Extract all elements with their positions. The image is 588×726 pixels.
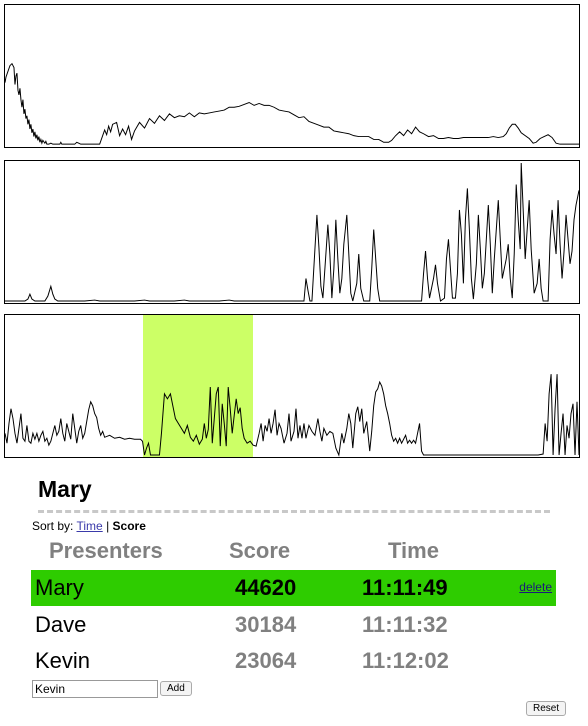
audio-graph-3[interactable] [4, 314, 580, 458]
graph-1-line [5, 62, 579, 145]
column-header-presenters: Presenters [49, 538, 163, 563]
table-row[interactable]: Kevin 23064 11:12:02 [31, 643, 556, 679]
sort-separator: | [106, 519, 110, 533]
graph-2-line [5, 162, 579, 302]
presenter-time: 11:11:49 [362, 575, 448, 600]
sort-controls: Sort by: Time | Score [32, 519, 146, 533]
column-header-score: Score [229, 538, 291, 563]
dashed-divider [38, 510, 550, 513]
presenter-score: 44620 [235, 575, 297, 600]
presenter-name: Dave [35, 612, 87, 637]
page-title: Mary [38, 476, 92, 502]
delete-link[interactable]: delete [519, 580, 552, 594]
presenter-name-input[interactable] [32, 680, 158, 698]
table-row[interactable]: Mary 44620 11:11:49 delete [31, 570, 556, 606]
presenter-score: 23064 [235, 648, 297, 673]
add-button[interactable]: Add [160, 681, 192, 696]
graph-1-plot [5, 62, 579, 145]
audio-graph-2[interactable] [4, 160, 580, 304]
sort-by-time-link[interactable]: Time [76, 519, 103, 533]
presenter-time: 11:12:02 [362, 648, 449, 673]
audio-graph-1[interactable] [4, 4, 580, 148]
table-row[interactable]: Dave 30184 11:11:32 [31, 607, 556, 643]
graph-2-plot [5, 162, 579, 302]
reset-button[interactable]: Reset [526, 701, 567, 716]
presenter-name: Mary [35, 575, 84, 600]
column-header-time: Time [388, 538, 439, 563]
graph-3-line [5, 374, 579, 457]
sort-by-score-current: Score [112, 519, 146, 533]
graph-3-plot [5, 374, 579, 457]
presenter-score: 30184 [235, 612, 297, 637]
presenter-time: 11:11:32 [362, 612, 448, 637]
sort-prefix: Sort by: [32, 519, 74, 533]
presenter-name: Kevin [35, 648, 91, 673]
